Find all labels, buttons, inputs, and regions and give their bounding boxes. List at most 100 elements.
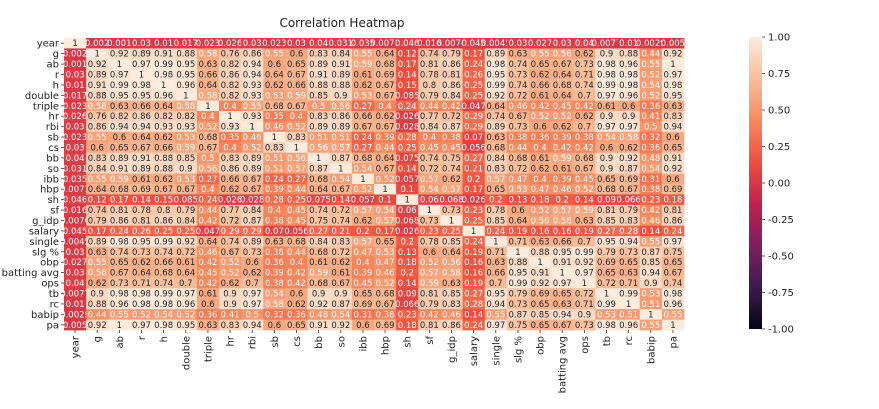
heatmap-cell [529,257,552,268]
heatmap-cell [374,277,397,289]
heatmap-cell [462,90,486,101]
heatmap-cell [418,131,441,143]
heatmap-cell [263,111,286,122]
cell-annotation: 0.83 [221,321,240,331]
heatmap-cell [551,38,574,49]
cell-annotation: 0.97 [176,290,195,300]
heatmap-cell [462,69,486,81]
heatmap-cell [506,277,530,289]
heatmap-cell [285,298,308,310]
heatmap-cell [86,173,109,185]
heatmap-cell [617,277,641,289]
heatmap-cell [329,257,353,268]
heatmap-cell [285,173,308,185]
heatmap-cell [64,163,87,174]
cell-annotation: 0.15 [154,196,173,206]
cell-annotation: 0.68 [265,102,284,112]
cell-annotation: 0.4 [290,258,304,268]
cell-annotation: 0.94 [553,310,572,320]
cell-annotation: 0.69 [132,185,151,195]
cell-annotation: 0.24 [464,60,483,70]
cell-annotation: 0.52 [376,175,395,185]
cell-annotation: 0.21 [331,227,350,237]
heatmap-cell [130,246,153,258]
cell-annotation: 0.97 [132,321,151,331]
heatmap-cell [529,194,552,206]
heatmap-cell [108,100,131,112]
heatmap-cell [241,79,264,91]
heatmap-cell [484,277,508,289]
cell-annotation: 0.19 [575,227,594,237]
cell-annotation: 0.03 [66,71,85,81]
heatmap-cell [617,225,641,237]
heatmap-cell [351,90,375,101]
cell-annotation: 0.62 [376,112,395,122]
heatmap-cell [241,267,264,279]
colorbar-tick-label: -1.00 [768,325,794,336]
cell-annotation: 0.44 [420,102,439,112]
heatmap-cell [639,58,663,70]
cell-annotation: 0.0029 [60,310,90,320]
cell-annotation: 0.95 [553,248,572,258]
heatmap-cell [152,246,176,258]
cell-annotation: 0.75 [508,321,527,331]
heatmap-cell [196,90,220,101]
cell-annotation: 0.97 [597,91,616,101]
cell-annotation: 0.62 [331,258,350,268]
cell-annotation: 0.62 [243,269,262,279]
cell-annotation: 0.57 [442,185,461,195]
heatmap-cell [396,267,419,279]
cell-annotation: 0.001 [63,60,87,70]
x-tick-label: hr [226,335,237,346]
cell-annotation: 0.44 [508,144,527,154]
cell-annotation: 0.69 [597,258,616,268]
heatmap-cell [595,184,618,195]
heatmap-cell [573,111,596,122]
heatmap-cell [484,163,508,174]
heatmap-cell [64,225,87,237]
cell-annotation: 0.4 [290,112,304,122]
cell-annotation: 0.62 [553,123,572,133]
heatmap-cell [285,267,308,279]
heatmap-cell [374,90,397,101]
cell-annotation: 0.045 [461,39,485,49]
cell-annotation: 0.67 [198,144,217,154]
cell-annotation: 1 [117,321,122,331]
heatmap-cell [551,163,574,174]
cell-annotation: 0.74 [508,60,527,70]
cell-annotation: 0.63 [531,237,550,247]
heatmap-cell [551,277,574,289]
cell-annotation: 0.6 [600,144,614,154]
cell-annotation: 0.63 [575,217,594,227]
heatmap-cell [484,225,508,237]
heatmap-cell [639,204,663,216]
cell-annotation: 0.13 [508,196,527,206]
heatmap-cell [307,69,331,81]
cell-annotation: 0.64 [553,91,572,101]
cell-annotation: 0.9 [334,91,348,101]
cell-annotation: 0.84 [176,217,195,227]
y-tick-label: ab [47,60,59,71]
heatmap-cell [108,184,131,195]
cell-annotation: 0.87 [508,310,527,320]
cell-annotation: 0.27 [287,175,306,185]
heatmap-cell [152,111,176,122]
heatmap-cell [617,215,641,227]
cell-annotation: 0.56 [331,102,350,112]
heatmap-cell [374,79,397,91]
heatmap-cell [529,215,552,227]
heatmap-cell [64,277,87,289]
heatmap-cell [617,319,641,331]
heatmap-cell [573,152,596,164]
y-tick-label: pa [47,320,59,331]
y-tick-label: single [29,237,59,248]
heatmap-cell [263,152,286,164]
heatmap-cell [329,194,353,206]
heatmap-cell [418,152,441,164]
cell-annotation: 0.62 [265,81,284,91]
heatmap-cell [329,215,353,227]
heatmap-cell [595,319,618,331]
heatmap-cell [573,163,596,174]
heatmap-cell [351,38,375,49]
heatmap-cell [418,184,441,195]
